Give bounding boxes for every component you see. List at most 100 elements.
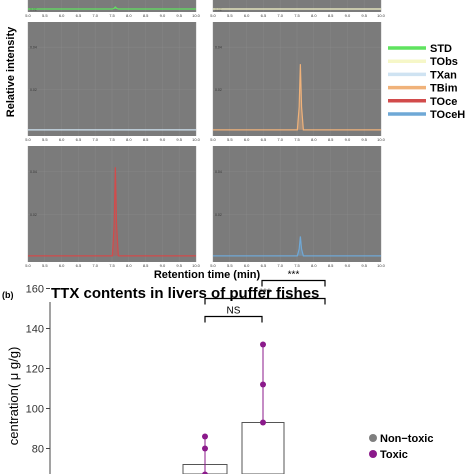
subplot-txan: 0.04 0.02 5.0 5.5 6.0 6.5 7.0 7.5 8.0 8.5 9.0 9.5 10…	[25, 22, 201, 142]
x-tick-label: 8.0	[126, 13, 132, 18]
legend-marker	[369, 434, 377, 442]
x-tick-label: 8.5	[328, 13, 334, 18]
panel-b-legend: Non−toxic Toxic	[369, 433, 433, 461]
y-tick-label: 0.04	[30, 170, 37, 174]
y-tick-label: 0.02	[30, 88, 37, 92]
x-tick-label: 6.0	[244, 263, 250, 268]
x-tick-label: 8.5	[143, 13, 149, 18]
x-tick-label: 7.5	[109, 263, 115, 268]
x-tick-label: 5.0	[25, 13, 31, 18]
y-tick-label: 80	[32, 444, 44, 456]
legend-label: Toxic	[380, 449, 408, 461]
x-tick-label: 7.5	[294, 13, 300, 18]
x-tick-label: 6.0	[59, 137, 65, 142]
x-tick-label: 8.0	[311, 263, 317, 268]
comparison-bracket	[204, 297, 326, 305]
x-tick-label: 6.0	[59, 263, 65, 268]
x-tick-label: 9.0	[160, 13, 166, 18]
legend-label: TOceH	[430, 109, 465, 121]
x-tick-label: 7.0	[92, 137, 98, 142]
subplot-tbim: 0.04 0.02 5.0 5.5 6.0 6.5 7.0 7.5 8.0 8.5 9.0 9.5 10…	[210, 22, 386, 142]
x-tick-label: 9.0	[160, 137, 166, 142]
panel-b-title: TTX contents in livers of puffer fishes	[51, 285, 319, 302]
subplot-tobs: 0.025.0 5.5 6.0 6.5 7.0 7.5 8.0 8.5 9.0 9.5 10.0	[210, 0, 386, 18]
panel-a-chromatograms: 0.02 5.0 5.5 6.0 6.5 7.0 7.5 8.0 8.5 9.0 9.5 10.0 0.…	[5, 0, 465, 281]
x-tick-label: 5.0	[210, 263, 216, 268]
panel-b-ylabel: centration( μ g/g)	[6, 347, 21, 446]
legend-item-toce: TOce	[388, 96, 457, 108]
x-tick-label: 9.5	[361, 263, 367, 268]
y-tick-label: 0.04	[215, 46, 222, 50]
trace-tbim	[213, 64, 381, 131]
legend-label: TOce	[430, 96, 457, 108]
trace-toce	[28, 167, 196, 257]
bar	[241, 422, 285, 474]
comparison-3: ***	[261, 270, 326, 287]
x-tick-label: 9.5	[176, 137, 182, 142]
comparison-bracket	[204, 315, 263, 323]
panel-b-bar-chart: (b) TTX contents in livers of puffer fis…	[2, 270, 433, 474]
x-tick-label: 5.0	[210, 13, 216, 18]
y-tick-label: 140	[26, 324, 44, 336]
data-point	[202, 433, 208, 440]
x-tick-label: 8.5	[328, 137, 334, 142]
x-tick-label: 7.5	[109, 137, 115, 142]
legend-label: TObs	[430, 56, 458, 68]
x-tick-label: 5.5	[42, 137, 48, 142]
x-tick-label: 5.5	[227, 263, 233, 268]
panel-a-ylabel: Relative intensity	[5, 26, 17, 117]
panel-b-significance: NS *** ***	[204, 270, 326, 323]
x-tick-label: 7.5	[294, 137, 300, 142]
comparison-bracket	[261, 279, 326, 287]
x-tick-label: 10.0	[192, 13, 201, 18]
legend-item-toceh: TOceH	[388, 109, 465, 121]
x-tick-label: 6.5	[76, 13, 82, 18]
x-tick-label: 5.5	[42, 13, 48, 18]
x-tick-label: 7.5	[294, 263, 300, 268]
x-tick-label: 9.5	[176, 263, 182, 268]
x-tick-label: 8.0	[311, 137, 317, 142]
panel-b-y-axis: 80 100 120 140 160	[26, 284, 51, 474]
data-point	[202, 471, 208, 474]
bar-group-1	[182, 433, 228, 474]
data-point	[260, 341, 266, 348]
legend-item-tobs: TObs	[388, 56, 458, 68]
x-tick-label: 8.0	[126, 137, 132, 142]
x-tick-label: 5.5	[227, 137, 233, 142]
x-tick-label: 7.0	[92, 263, 98, 268]
panel-b-label: (b)	[2, 290, 14, 300]
x-tick-label: 6.5	[261, 13, 267, 18]
bar-group-2	[241, 341, 285, 474]
comparison-label: ***	[259, 288, 271, 299]
panel-a-xlabel: Retention time (min)	[154, 269, 261, 281]
x-tick-label: 9.5	[176, 13, 182, 18]
y-tick-label: 100	[26, 404, 44, 416]
x-tick-label: 9.0	[345, 137, 351, 142]
x-tick-label: 6.5	[76, 263, 82, 268]
x-tick-label: 8.0	[311, 13, 317, 18]
x-tick-label: 5.0	[210, 137, 216, 142]
legend-item-std: STD	[388, 43, 452, 55]
x-tick-label: 7.0	[92, 13, 98, 18]
trace-std	[28, 6, 196, 10]
y-tick-label: 0.02	[30, 213, 37, 217]
x-tick-label: 8.5	[143, 137, 149, 142]
x-tick-label: 10.0	[377, 263, 386, 268]
legend-label: Non−toxic	[380, 433, 433, 445]
x-tick-label: 8.5	[143, 263, 149, 268]
trace-toceh	[213, 236, 381, 257]
comparison-2: ***	[204, 288, 326, 305]
x-tick-label: 10.0	[377, 13, 386, 18]
x-tick-label: 10.0	[192, 137, 201, 142]
x-tick-label: 6.5	[261, 263, 267, 268]
subplot-std: 0.025.0 5.5 6.0 6.5 7.0 7.5 8.0 8.5 9.0 9.5 10.0	[25, 0, 201, 18]
x-tick-label: 5.0	[25, 263, 31, 268]
x-tick-label: 7.0	[277, 137, 283, 142]
x-tick-label: 9.0	[160, 263, 166, 268]
comparison-label: ***	[288, 270, 300, 281]
x-tick-label: 10.0	[192, 263, 201, 268]
x-tick-label: 6.0	[244, 137, 250, 142]
legend-item-non-toxic: Non−toxic	[369, 433, 433, 445]
